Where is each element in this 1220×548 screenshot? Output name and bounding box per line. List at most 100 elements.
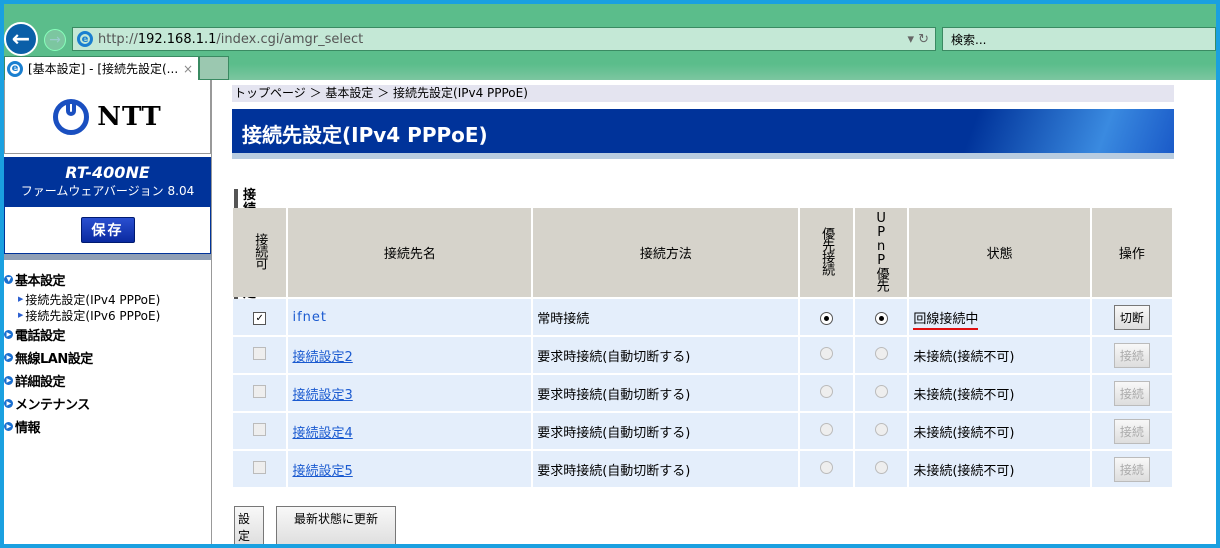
status-text: 未接続(接続不可) [913,425,1015,441]
connect-button[interactable]: 接続 [1113,380,1150,406]
collapsed-bullet-icon: ▶ [4,330,13,339]
browser-tab[interactable]: e [基本設定] - [接続先設定(... × [4,56,199,80]
enable-checkbox[interactable] [253,422,267,436]
connection-table: 接続可 接続先名 接続方法 優先接続 UPnP優先 状態 操作 ✓ ifnet 常時接続 回… [231,206,1174,489]
sidebar-item-label: 電話設定 [15,329,66,344]
upnp-priority-radio[interactable] [874,460,888,474]
table-row: 接続設定2 要求時接続(自動切断する) 未接続(接続不可) 接続 [233,337,1172,373]
arrow-icon: ▶ [18,311,24,319]
logo-text: NTT [97,101,162,132]
breadcrumb: トップページ ＞ 基本設定 ＞ 接続先設定(IPv4 PPPoE) [232,85,1174,102]
enable-checkbox[interactable] [253,384,267,398]
column-header-label: 優先接続 [819,226,835,275]
connection-name-link[interactable]: 接続設定3 [292,387,353,403]
set-button[interactable]: 設定 [234,506,265,544]
connection-name-link[interactable]: 接続設定4 [292,425,353,441]
save-button[interactable]: 保存 [80,217,135,243]
column-header-label: 接続方法 [639,247,692,262]
firmware-version: ファームウェアバージョン 8.04 [20,184,195,198]
table-row: 接続設定3 要求時接続(自動切断する) 未接続(接続不可) 接続 [233,375,1172,411]
search-input[interactable]: 検索... [942,27,1216,51]
sidebar-item-label: 詳細設定 [15,375,66,390]
upnp-priority-radio[interactable] [874,311,888,325]
url-prefix: http:// [98,31,138,47]
refresh-status-button[interactable]: 最新状態に更新 [276,506,397,544]
column-header-label: 操作 [1118,247,1145,262]
close-tab-icon[interactable]: × [182,61,193,76]
table-row: ✓ ifnet 常時接続 回線接続中 切断 [233,299,1172,335]
browser-toolbar: ← → e http://192.168.1.1/index.cgi/amgr_… [4,4,1216,80]
upnp-priority-radio[interactable] [874,346,888,360]
forward-button[interactable]: → [44,29,66,51]
connect-button[interactable]: 接続 [1113,456,1150,482]
sidebar-item[interactable]: ▶ 詳細設定 [4,369,211,392]
priority-radio[interactable] [820,460,834,474]
ntt-logo-mark [53,98,90,135]
priority-radio[interactable] [820,346,834,360]
sidebar-item-label: メンテナンス [15,398,90,413]
sidebar-item[interactable]: ▶ 情報 [4,415,211,438]
status-text: 未接続(接続不可) [913,387,1015,403]
refresh-icon[interactable]: ▾ ↻ [907,31,929,47]
enable-checkbox[interactable] [253,346,267,360]
column-header-label: 接続可 [252,232,268,269]
collapsed-bullet-icon: ▶ [4,353,13,362]
sidebar-subitem-label: 接続先設定(IPv4 PPPoE) [25,292,161,307]
collapsed-bullet-icon: ▶ [4,399,13,408]
sidebar-item[interactable]: ▶ 電話設定 [4,323,211,346]
title-underline [232,153,1174,159]
new-tab-button[interactable] [199,56,229,80]
table-row: 接続設定4 要求時接続(自動切断する) 未接続(接続不可) 接続 [233,413,1172,449]
connection-name-link[interactable]: ifnet [292,309,327,325]
enable-checkbox[interactable] [253,460,267,474]
connection-method: 要求時接続(自動切断する) [533,337,799,373]
connect-button[interactable]: 接続 [1113,418,1150,444]
sidebar-item[interactable]: ▼ 基本設定 [4,268,211,291]
connection-method: 常時接続 [533,299,799,335]
disconnect-button[interactable]: 切断 [1113,304,1150,330]
status-text: 回線接続中 [913,311,979,330]
status-text: 未接続(接続不可) [913,463,1015,479]
back-button[interactable]: ← [4,22,38,56]
sidebar-menu: ▼ 基本設定 ▶ 接続先設定(IPv4 PPPoE) ▶ 接続先設定(IPv6 PPPoE… [4,260,211,438]
upnp-priority-radio[interactable] [874,422,888,436]
arrow-icon: ▶ [18,295,24,303]
sidebar-item-label: 基本設定 [15,274,66,289]
address-bar[interactable]: e http://192.168.1.1/index.cgi/amgr_sele… [72,27,936,51]
priority-radio[interactable] [820,311,834,325]
sidebar-subitem[interactable]: ▶ 接続先設定(IPv4 PPPoE) [4,291,211,307]
priority-radio[interactable] [820,422,834,436]
sidebar-subitem-label: 接続先設定(IPv6 PPPoE) [25,308,161,323]
column-header: 操作 [1091,208,1172,297]
model-name: RT-400NE [65,163,150,182]
expanded-bullet-icon: ▼ [4,275,13,284]
column-header-label: 状態 [986,247,1013,262]
enable-checkbox[interactable]: ✓ [253,311,267,325]
sidebar-item-label: 無線LAN設定 [15,352,93,367]
sidebar-item[interactable]: ▶ 無線LAN設定 [4,346,211,369]
table-row: 接続設定5 要求時接続(自動切断する) 未接続(接続不可) 接続 [233,451,1172,487]
column-header: 状態 [909,208,1090,297]
tab-title: [基本設定] - [接続先設定(... [28,62,179,76]
connection-name-link[interactable]: 接続設定5 [292,463,353,479]
page-title: 接続先設定(IPv4 PPPoE) [232,109,1174,153]
connection-name-link[interactable]: 接続設定2 [292,349,353,365]
priority-radio[interactable] [820,384,834,398]
collapsed-bullet-icon: ▶ [4,376,13,385]
connect-button[interactable]: 接続 [1113,342,1150,368]
column-header: UPnP優先 [854,208,908,297]
connection-method: 要求時接続(自動切断する) [533,451,799,487]
status-text: 未接続(接続不可) [913,349,1015,365]
url-path: /index.cgi/amgr_select [216,31,364,47]
upnp-priority-radio[interactable] [874,384,888,398]
ntt-logo: NTT [4,80,211,154]
divider [4,254,211,260]
collapsed-bullet-icon: ▶ [4,422,13,431]
url-host: 192.168.1.1 [137,31,217,47]
connection-method: 要求時接続(自動切断する) [533,413,799,449]
sidebar-item[interactable]: ▶ メンテナンス [4,392,211,415]
column-header-label: 接続先名 [383,247,436,262]
sidebar-item-label: 情報 [15,421,41,436]
sidebar-subitem[interactable]: ▶ 接続先設定(IPv6 PPPoE) [4,307,211,323]
connection-method: 要求時接続(自動切断する) [533,375,799,411]
